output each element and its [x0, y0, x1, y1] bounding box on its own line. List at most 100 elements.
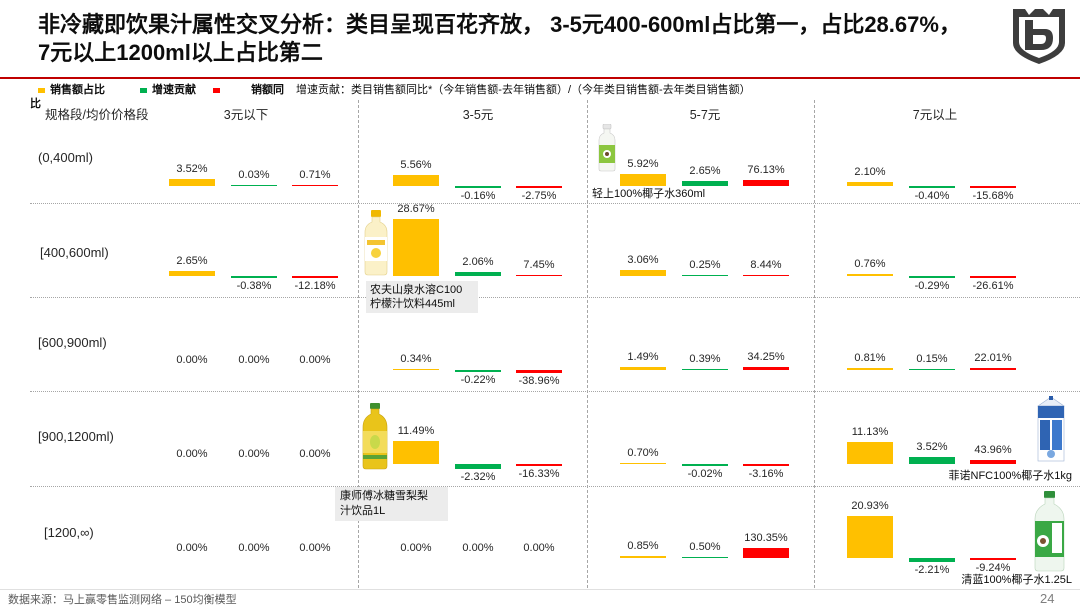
product-caption: 轻上100%椰子水360ml — [592, 187, 705, 201]
product-caption: 清蓝100%椰子水1.25L — [961, 573, 1072, 587]
row-divider — [30, 486, 1080, 487]
value-label-yoy-r3-c0: 0.00% — [299, 448, 331, 460]
bar-growth-contribution-r2-c3 — [909, 368, 955, 370]
value-label-sales-share-r1-c1: 28.67% — [397, 202, 435, 215]
value-label-growth-contribution-r0-c1: -0.16% — [460, 189, 496, 202]
product-caption-line: 柠檬汁饮料445ml — [370, 298, 455, 310]
value-label-sales-share-r1-c3: 0.76% — [854, 258, 886, 271]
column-divider — [358, 100, 359, 588]
product-caption-line: 汁饮品1L — [340, 505, 386, 517]
product-caption-line: 菲诺NFC100%椰子水1kg — [948, 470, 1072, 482]
legend-swatch-yoy — [213, 88, 220, 93]
value-label-growth-contribution-r4-c1: 0.00% — [462, 542, 494, 554]
value-label-sales-share-r4-c2: 0.85% — [627, 540, 659, 553]
growth-contribution-note: 增速贡献：类目销售额同比*（今年销售额-去年销售额）/（今年类目销售额-去年类目… — [296, 84, 751, 96]
column-header-price-2: 3-5元 — [462, 108, 494, 122]
value-label-sales-share-r3-c0: 0.00% — [176, 448, 208, 460]
bar-yoy-r0-c1 — [516, 186, 562, 188]
shield-logo-icon — [1010, 6, 1068, 66]
value-label-yoy-r4-c0: 0.00% — [299, 542, 331, 554]
row-label-size-4: [900,1200ml) — [38, 429, 114, 444]
bar-yoy-r1-c3 — [970, 276, 1016, 279]
legend-swatch-sales-share — [38, 88, 45, 93]
bar-growth-contribution-r3-c1 — [455, 464, 501, 469]
bar-growth-contribution-r1-c1 — [455, 271, 501, 276]
value-label-sales-share-r0-c3: 2.10% — [854, 165, 886, 178]
value-label-yoy-r0-c1: -2.75% — [521, 189, 557, 202]
bar-growth-contribution-r1-c3 — [909, 276, 955, 278]
bar-growth-contribution-r2-c2 — [682, 368, 728, 370]
value-label-sales-share-r3-c1: 11.49% — [397, 425, 435, 438]
footer-divider — [0, 589, 1080, 590]
value-label-growth-contribution-r2-c1: -0.22% — [460, 373, 496, 386]
page-title-line-1: 非冷藏即饮果汁属性交叉分析：类目呈现百花齐放， 3-5元400-600ml占比第… — [38, 12, 961, 37]
bar-yoy-r1-c0 — [292, 276, 338, 278]
row-divider — [30, 297, 1080, 298]
value-label-sales-share-r4-c0: 0.00% — [176, 542, 208, 554]
value-label-sales-share-r1-c2: 3.06% — [627, 253, 659, 266]
bar-yoy-r2-c1 — [516, 370, 562, 374]
bar-yoy-r1-c1 — [516, 274, 562, 276]
bar-yoy-r4-c2 — [743, 547, 789, 558]
coconut-water-carton-image — [1034, 396, 1068, 467]
lemon-juice-bottle-image — [362, 210, 390, 281]
bar-sales-share-r0-c1 — [393, 174, 439, 186]
bar-growth-contribution-r0-c1 — [455, 186, 501, 188]
bar-yoy-r1-c2 — [743, 274, 789, 276]
value-label-growth-contribution-r3-c2: -0.02% — [687, 467, 723, 480]
pear-juice-bottle-image — [360, 403, 390, 475]
row-header: 规格段/均价价格段 — [45, 108, 149, 122]
value-label-yoy-r1-c2: 8.44% — [750, 258, 782, 271]
legend-label-sales-share: 销售额占比 — [50, 84, 105, 96]
value-label-sales-share-r0-c2: 5.92% — [627, 158, 659, 171]
product-caption-line: 康师傅冰糖雪梨梨 — [340, 490, 428, 502]
value-label-growth-contribution-r0-c2: 2.65% — [689, 164, 721, 177]
bar-sales-share-r0-c0 — [169, 178, 215, 186]
value-label-growth-contribution-r1-c3: -0.29% — [914, 279, 950, 292]
coconut-water-large-bottle-image — [1032, 491, 1067, 577]
bar-growth-contribution-r2-c1 — [455, 370, 501, 372]
page-title-line-2: 7元以上1200ml以上占比第二 — [38, 40, 323, 65]
bar-growth-contribution-r4-c3 — [909, 558, 955, 563]
bar-growth-contribution-r4-c2 — [682, 556, 728, 558]
bar-yoy-r3-c2 — [743, 464, 789, 466]
bar-sales-share-r2-c1 — [393, 368, 439, 370]
value-label-yoy-r3-c2: -3.16% — [748, 467, 784, 480]
column-header-price-1: 3元以下 — [223, 108, 269, 122]
legend-label-yoy: 销额同 — [251, 84, 284, 96]
bar-growth-contribution-r0-c2 — [682, 180, 728, 186]
value-label-growth-contribution-r4-c2: 0.50% — [689, 540, 721, 553]
value-label-yoy-r0-c0: 0.71% — [299, 168, 331, 181]
value-label-growth-contribution-r2-c0: 0.00% — [238, 354, 270, 366]
value-label-yoy-r2-c2: 34.25% — [747, 351, 785, 364]
bar-sales-share-r4-c3 — [847, 516, 893, 558]
value-label-yoy-r2-c1: -38.96% — [518, 375, 560, 388]
value-label-growth-contribution-r3-c3: 3.52% — [916, 440, 948, 453]
value-label-yoy-r0-c3: -15.68% — [972, 189, 1014, 202]
value-label-sales-share-r2-c0: 0.00% — [176, 354, 208, 366]
row-label-size-1: (0,400ml) — [38, 150, 93, 165]
value-label-yoy-r1-c3: -26.61% — [972, 280, 1014, 293]
value-label-sales-share-r4-c3: 20.93% — [851, 500, 889, 513]
bar-growth-contribution-r1-c0 — [231, 276, 277, 278]
bar-growth-contribution-r0-c0 — [231, 184, 277, 186]
value-label-sales-share-r2-c2: 1.49% — [627, 351, 659, 364]
value-label-yoy-r1-c1: 7.45% — [523, 258, 555, 271]
bar-sales-share-r1-c3 — [847, 274, 893, 276]
row-divider — [30, 203, 1080, 204]
bar-sales-share-r2-c2 — [620, 367, 666, 370]
legend-label-yoy-wrapped: 比 — [30, 98, 41, 110]
value-label-growth-contribution-r0-c3: -0.40% — [914, 189, 950, 202]
legend-swatch-growth-contribution — [140, 88, 147, 93]
bar-sales-share-r2-c3 — [847, 368, 893, 370]
product-caption-line: 农夫山泉水溶C100 — [370, 284, 463, 296]
data-source: 数据来源：马上赢零售监测网络 – 150均衡模型 — [8, 594, 237, 606]
value-label-sales-share-r3-c3: 11.13% — [851, 425, 889, 438]
column-header-price-4: 7元以上 — [912, 108, 958, 122]
bar-yoy-r4-c3 — [970, 558, 1016, 560]
bar-yoy-r0-c3 — [970, 186, 1016, 188]
product-caption-line: 轻上100%椰子水360ml — [592, 188, 706, 200]
bar-yoy-r2-c3 — [970, 368, 1016, 370]
value-label-sales-share-r3-c2: 0.70% — [627, 446, 659, 459]
